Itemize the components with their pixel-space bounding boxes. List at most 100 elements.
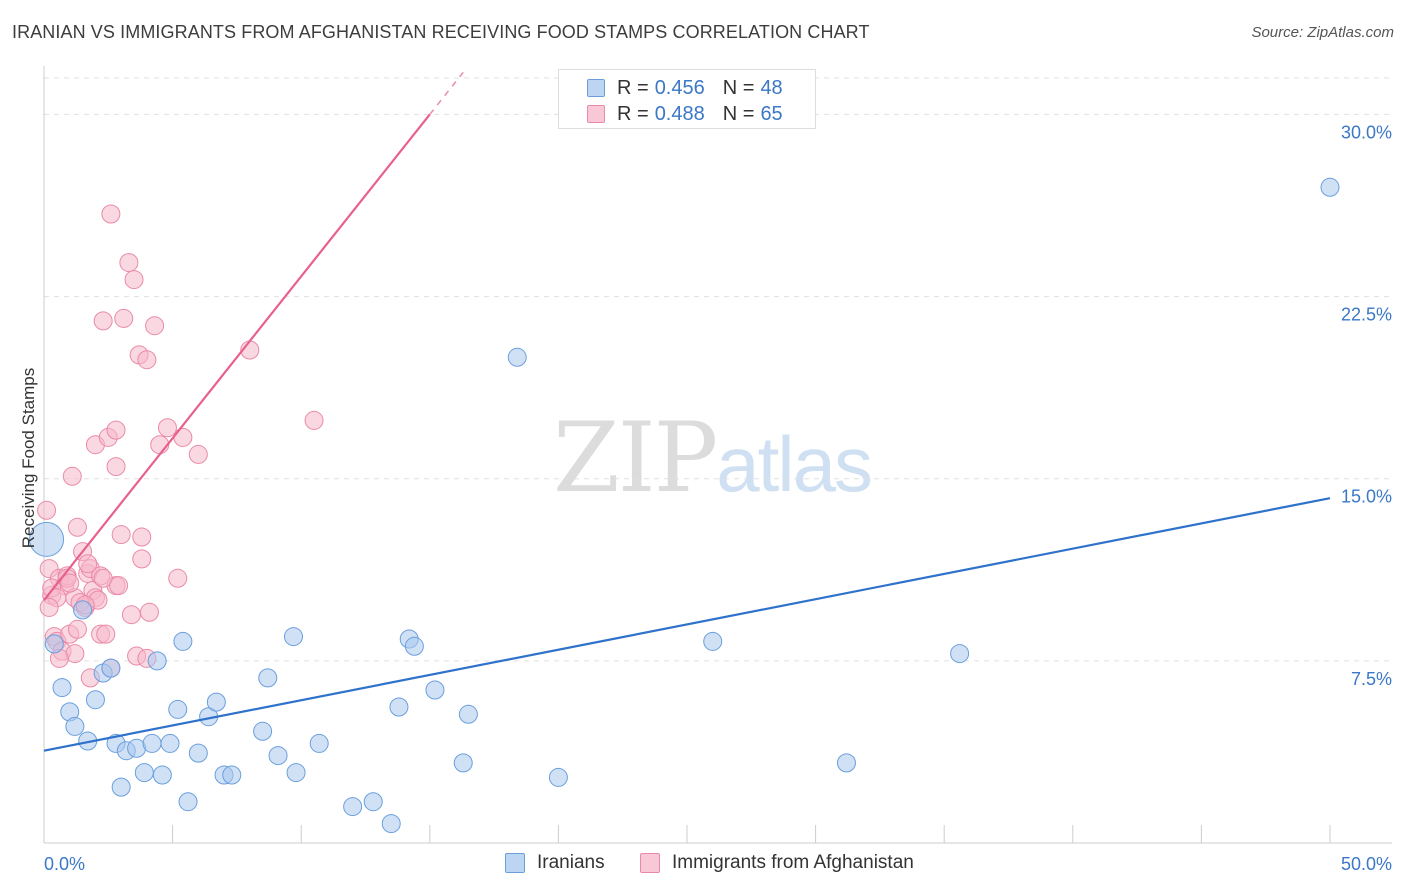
point-iranian [548, 767, 568, 787]
x-tick-label-max: 50.0% [1341, 854, 1392, 874]
y-tick-label: 15.0% [1341, 487, 1392, 507]
trend-line-afghanistan [43, 113, 431, 601]
point-iranian [1320, 177, 1340, 197]
point-iranian [85, 690, 105, 710]
y-axis-label: Receiving Food Stamps [19, 368, 38, 548]
legend-r-value: 0.456 [654, 76, 705, 99]
bottom-legend-label-iranians: Iranians [537, 852, 605, 873]
point-iranian [52, 678, 72, 698]
point-afghan [145, 316, 165, 336]
point-afghan [62, 466, 82, 486]
point-iranian [168, 699, 188, 719]
legend-swatch-afghan [587, 105, 605, 123]
watermark-zip: ZIP [553, 402, 718, 514]
legend-n-value: 65 [760, 102, 783, 125]
point-iranian [134, 763, 154, 783]
point-iranian [507, 347, 527, 367]
legend-r-label: R = [617, 76, 649, 99]
point-afghan [150, 435, 170, 455]
legend-row-iranians: R = 0.456 N = 48 [587, 76, 783, 100]
point-afghan [188, 444, 208, 464]
point-afghan [121, 605, 141, 625]
point-afghan [132, 527, 152, 547]
point-afghan [137, 350, 157, 370]
point-iranian [836, 753, 856, 773]
point-iranian [188, 743, 208, 763]
point-iranian [222, 765, 242, 785]
trend-lines [43, 71, 1331, 752]
bottom-legend: Iranians Immigrants from Afghanistan [0, 852, 1406, 876]
point-afghan [106, 420, 126, 440]
point-afghan [37, 500, 57, 520]
legend-n-label: N = [722, 76, 755, 99]
point-afghan [60, 573, 80, 593]
point-afghan [78, 554, 98, 574]
point-iranian [425, 680, 445, 700]
point-afghan [119, 253, 139, 273]
point-iranian [283, 627, 303, 647]
point-iranian [65, 716, 85, 736]
legend-row-afghan: R = 0.488 N = 65 [587, 102, 783, 126]
point-iranian [363, 792, 383, 812]
point-afghan [139, 602, 159, 622]
point-iranian [206, 692, 226, 712]
point-afghan [173, 427, 193, 447]
point-iranian [178, 792, 198, 812]
watermark-atlas: atlas [716, 420, 873, 508]
point-iranian [950, 644, 970, 664]
point-iranian [309, 733, 329, 753]
point-iranian [160, 733, 180, 753]
source-label: Source: ZipAtlas.com [1251, 24, 1394, 41]
point-afghan [111, 525, 131, 545]
point-iranian [73, 600, 93, 620]
legend-r-label: R = [617, 102, 649, 125]
grid [44, 77, 1392, 662]
bottom-legend-swatch-iranians [505, 853, 525, 873]
point-iranian [343, 797, 363, 817]
point-iranian [111, 777, 131, 797]
legend: R = 0.456 N = 48 R = 0.488 N = 65 [558, 69, 816, 129]
point-iranian [458, 704, 478, 724]
point-afghan [132, 549, 152, 569]
point-iranian [147, 651, 167, 671]
y-tick-label: 7.5% [1351, 669, 1392, 689]
legend-swatch-iranians [587, 79, 605, 97]
point-afghan [93, 311, 113, 331]
y-tick-label: 22.5% [1341, 305, 1392, 325]
point-iranian [253, 721, 273, 741]
bottom-legend-label-afghan: Immigrants from Afghanistan [672, 852, 914, 873]
point-afghan [157, 418, 177, 438]
point-iranian [286, 763, 306, 783]
chart-title: IRANIAN VS IMMIGRANTS FROM AFGHANISTAN R… [12, 22, 870, 42]
point-afghan [101, 204, 121, 224]
axis-labels: Receiving Food Stamps 0.0% 50.0% [19, 368, 1392, 874]
point-iranian [381, 814, 401, 834]
point-afghan [124, 270, 144, 290]
series-iranians [29, 177, 1340, 834]
trend-line-iranians [43, 497, 1331, 752]
point-afghan [109, 576, 129, 596]
point-iranian [258, 668, 278, 688]
point-afghan [39, 597, 59, 617]
point-iranian [101, 658, 121, 678]
y-tick-label: 30.0% [1341, 122, 1392, 142]
legend-n-value: 48 [760, 76, 783, 99]
point-iranian [268, 746, 288, 766]
axes: 7.5% 15.0% 22.5% 30.0% [43, 66, 1392, 844]
point-afghan [168, 568, 188, 588]
bottom-legend-afghan: Immigrants from Afghanistan [640, 852, 914, 874]
point-iranian [703, 631, 723, 651]
point-afghan [96, 624, 116, 644]
point-afghan [67, 619, 87, 639]
x-tick-label-min: 0.0% [44, 854, 85, 874]
legend-n-label: N = [722, 102, 755, 125]
point-afghan [106, 457, 126, 477]
point-iranian [29, 521, 65, 557]
point-iranian [152, 765, 172, 785]
trend-line-afghanistan-extension [429, 71, 464, 115]
point-iranian [453, 753, 473, 773]
point-iranian [389, 697, 409, 717]
point-afghan [93, 568, 113, 588]
point-afghan [114, 308, 134, 328]
